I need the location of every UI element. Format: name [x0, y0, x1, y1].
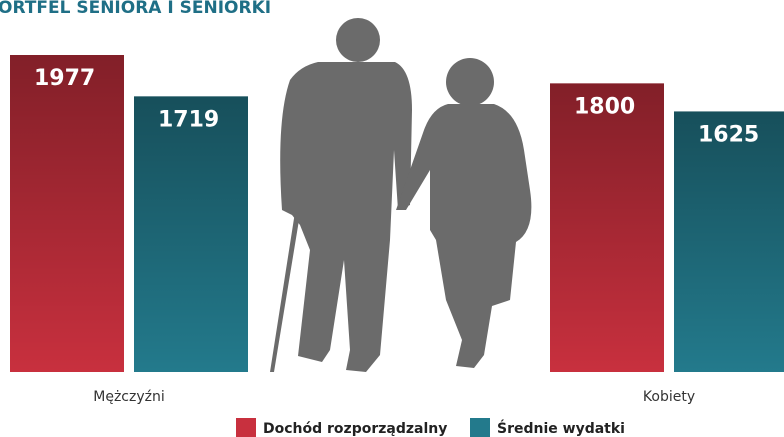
value-label: 1625 — [698, 122, 759, 147]
x-tick-label: Mężczyźni — [93, 389, 164, 405]
bar-shade — [134, 96, 248, 372]
bar-shade — [550, 83, 664, 372]
legend-swatch — [470, 418, 490, 437]
legend-label: Średnie wydatki — [497, 419, 625, 437]
chart-title: ORTFEL SENIORA I SENIORKI — [0, 0, 271, 18]
legend-label: Dochód rozporządzalny — [263, 421, 447, 437]
x-tick-label: Kobiety — [643, 389, 695, 405]
bar-shade — [674, 111, 784, 372]
legend-swatch — [236, 418, 256, 437]
value-label: 1977 — [34, 66, 95, 91]
silhouette — [270, 18, 532, 372]
bar-shade — [10, 55, 124, 372]
value-label: 1719 — [158, 107, 219, 132]
value-label: 1800 — [574, 94, 635, 119]
